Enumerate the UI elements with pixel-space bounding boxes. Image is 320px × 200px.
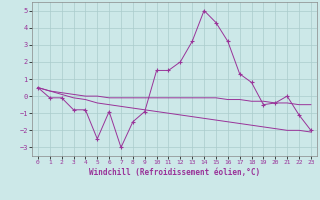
- X-axis label: Windchill (Refroidissement éolien,°C): Windchill (Refroidissement éolien,°C): [89, 168, 260, 177]
